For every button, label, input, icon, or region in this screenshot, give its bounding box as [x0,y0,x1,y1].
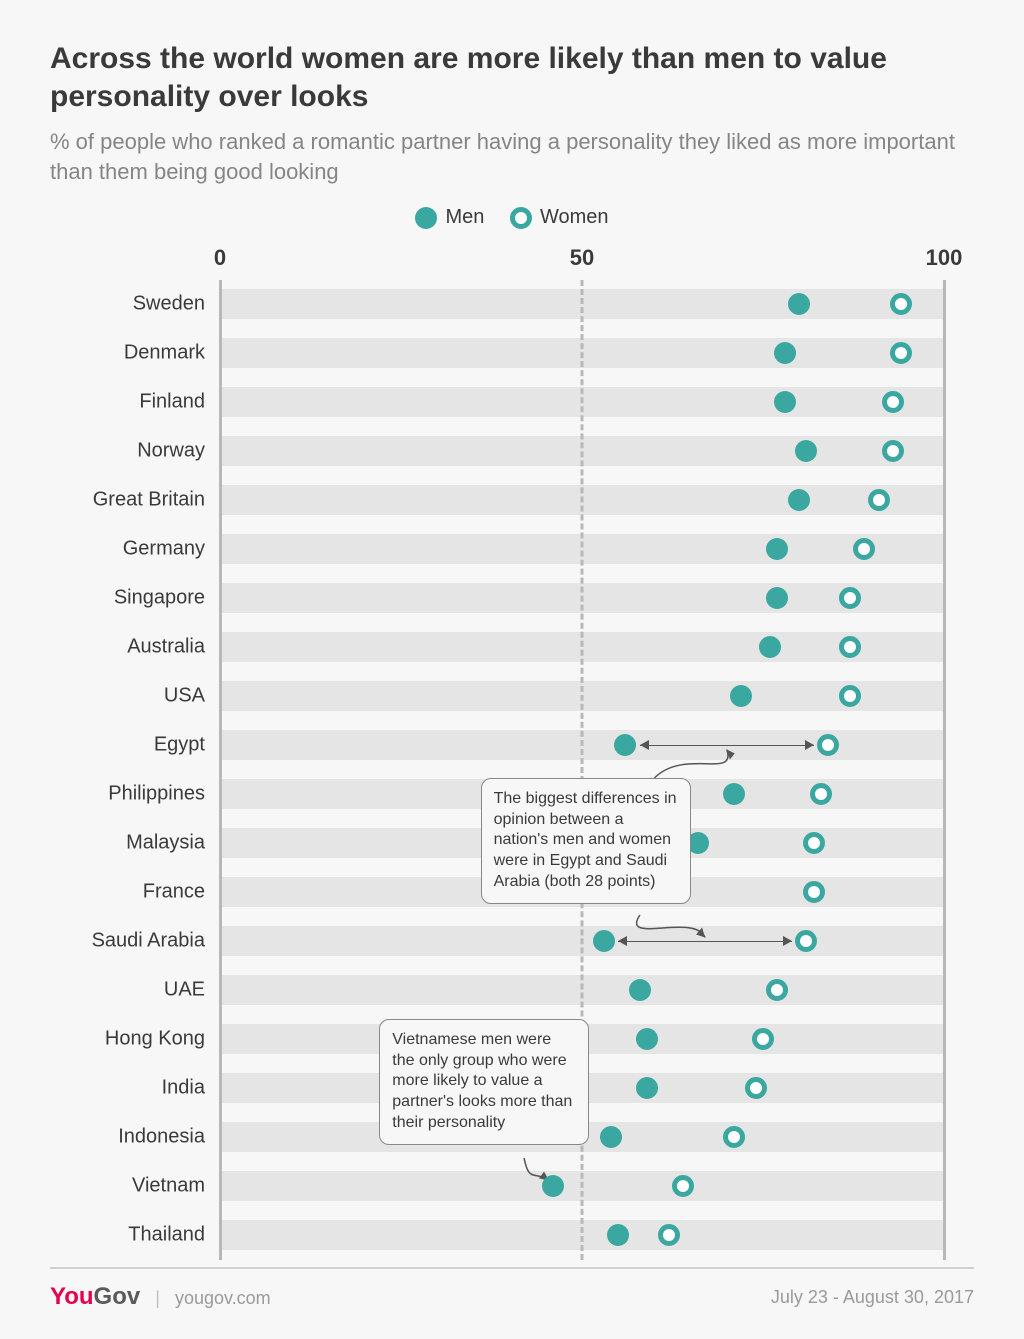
country-label: Indonesia [118,1126,205,1149]
legend-men: Men [415,206,484,229]
legend-men-label: Men [445,206,484,229]
country-label: UAE [164,979,205,1002]
women-dot [817,734,839,756]
country-label: France [143,881,205,904]
women-dot [752,1028,774,1050]
men-dot [542,1175,564,1197]
men-dot [636,1028,658,1050]
women-dot [658,1224,680,1246]
footer: YouGov | yougov.com July 23 - August 30,… [50,1267,974,1311]
women-dot [839,587,861,609]
country-label: Denmark [124,342,205,365]
logo-you: You [50,1283,94,1311]
diff-arrow-line [640,745,814,746]
women-dot [882,391,904,413]
axis-tick-50: 50 [570,245,594,271]
women-dot [745,1077,767,1099]
men-dot [614,734,636,756]
women-dot [853,538,875,560]
chart-plot: 0 50 100 SwedenDenmarkFinlandNorwayGreat… [220,245,944,1260]
women-dot [803,881,825,903]
women-dot [766,979,788,1001]
women-dot [868,489,890,511]
men-dot [788,293,810,315]
men-dot [607,1224,629,1246]
men-dot [766,538,788,560]
men-dot [629,979,651,1001]
legend-women-label: Women [540,206,609,229]
country-label: USA [164,685,205,708]
legend-women-dot [510,207,532,229]
logo-gov: Gov [94,1283,141,1311]
men-dot [600,1126,622,1148]
axis-tick-0: 0 [214,245,226,271]
yougov-logo: YouGov [50,1283,140,1311]
women-dot [723,1126,745,1148]
country-label: India [162,1077,205,1100]
country-label: Philippines [108,783,205,806]
axis-right-border [943,280,946,1260]
arrow-head-right-icon [783,936,792,946]
men-dot [774,391,796,413]
arrow-head-left-icon [640,740,649,750]
men-dot [730,685,752,707]
axis-left-border [219,280,222,1260]
men-dot [593,930,615,952]
axis-tick-100: 100 [926,245,963,271]
men-dot [636,1077,658,1099]
men-dot [723,783,745,805]
women-dot [882,440,904,462]
legend-men-dot [415,207,437,229]
women-dot [810,783,832,805]
footer-left: YouGov | yougov.com [50,1283,271,1311]
legend-women: Women [510,206,609,229]
men-dot [759,636,781,658]
country-label: Hong Kong [105,1028,205,1051]
country-label: Singapore [114,587,205,610]
men-dot [766,587,788,609]
women-dot [839,636,861,658]
annotation-diff: The biggest differences in opinion betwe… [481,778,691,904]
arrow-head-right-icon [805,740,814,750]
country-label: Vietnam [132,1175,205,1198]
logo-separator: | [155,1288,160,1308]
x-axis: 0 50 100 [220,245,944,280]
annotation-vietnam: Vietnamese men were the only group who w… [379,1019,589,1145]
women-dot [839,685,861,707]
country-label: Malaysia [126,832,205,855]
men-dot [795,440,817,462]
footer-site: yougov.com [175,1288,271,1308]
country-label: Norway [137,440,205,463]
country-label: Thailand [128,1224,205,1247]
men-dot [788,489,810,511]
country-label: Great Britain [93,489,205,512]
chart-subtitle: % of people who ranked a romantic partne… [50,127,974,186]
arrow-head-left-icon [618,936,627,946]
country-label: Australia [127,636,205,659]
women-dot [890,342,912,364]
legend: Men Women [50,206,974,235]
country-label: Egypt [154,734,205,757]
women-dot [672,1175,694,1197]
women-dot [890,293,912,315]
women-dot [803,832,825,854]
country-label: Saudi Arabia [92,930,205,953]
chart-rows: SwedenDenmarkFinlandNorwayGreat BritainG… [220,280,944,1260]
country-label: Finland [139,391,205,414]
diff-arrow-line [618,941,792,942]
country-label: Germany [123,538,205,561]
women-dot [795,930,817,952]
chart-title: Across the world women are more likely t… [50,40,974,115]
chart-container: Across the world women are more likely t… [0,0,1024,1339]
country-label: Sweden [133,293,205,316]
footer-date: July 23 - August 30, 2017 [771,1287,974,1308]
men-dot [774,342,796,364]
